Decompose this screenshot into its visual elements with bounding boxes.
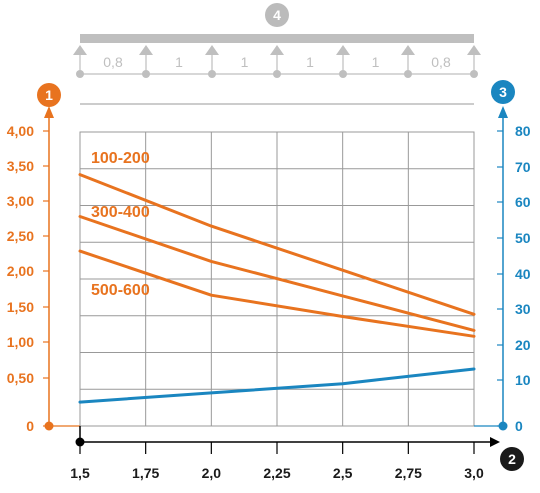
x-tick-label: 2,25 xyxy=(263,465,290,481)
left-tick-label: 0 xyxy=(26,418,34,434)
support-triangle xyxy=(270,45,284,55)
x-tick-label: 2,75 xyxy=(395,465,422,481)
right-axis-arrow xyxy=(498,106,508,118)
span-label: 1 xyxy=(175,54,183,70)
x-tick-label: 1,5 xyxy=(70,465,90,481)
span-label: 1 xyxy=(241,54,249,70)
x-tick-label: 2,0 xyxy=(202,465,222,481)
badge-x-axis xyxy=(500,447,524,471)
series-line-100-200 xyxy=(78,173,476,316)
span-label: 1 xyxy=(372,54,380,70)
span-beam xyxy=(80,34,474,43)
badge-right-axis-label: 3 xyxy=(499,84,507,100)
right-tick-label: 20 xyxy=(515,337,531,353)
support-triangle xyxy=(139,45,153,55)
series-line-500-600 xyxy=(78,249,476,338)
series xyxy=(78,173,476,404)
badge-left-axis-label: 1 xyxy=(45,87,53,103)
axes: 100,501,001,502,002,503,003,504,00301020… xyxy=(7,80,531,481)
right-tick-label: 80 xyxy=(515,123,531,139)
series-label: 100-200 xyxy=(91,150,150,167)
span-label: 1 xyxy=(306,54,314,70)
support-triangle xyxy=(336,45,350,55)
x-tick-label: 1,75 xyxy=(132,465,159,481)
x-tick-label: 3,0 xyxy=(464,465,484,481)
support-triangle xyxy=(467,45,481,55)
right-tick-label: 30 xyxy=(515,301,531,317)
support-triangle xyxy=(205,45,219,55)
left-tick-label: 3,00 xyxy=(7,193,34,209)
right-tick-label: 50 xyxy=(515,230,531,246)
x-axis-arrow xyxy=(490,437,500,447)
badge-x-axis-label: 2 xyxy=(508,451,516,467)
badge-right-axis xyxy=(491,80,515,104)
right-tick-label: 70 xyxy=(515,159,531,175)
right-tick-label: 0 xyxy=(515,418,523,434)
labels: 100-200 300-400 500-600 xyxy=(91,150,150,299)
series-line-right-axis xyxy=(78,367,476,404)
series-label: 500-600 xyxy=(91,282,150,299)
x-tick-label: 2,5 xyxy=(333,465,353,481)
left-tick-label: 1,00 xyxy=(7,334,34,350)
series-line-300-400 xyxy=(78,215,476,332)
span-diagram: 4 0,8 1 1 1 1 0,8 xyxy=(73,3,481,105)
span-label: 0,8 xyxy=(431,54,451,70)
left-tick-label: 4,00 xyxy=(7,123,34,139)
left-axis-arrow xyxy=(44,106,54,118)
series-label: 300-400 xyxy=(91,204,150,221)
left-tick-label: 2,00 xyxy=(7,263,34,279)
right-tick-label: 10 xyxy=(515,372,531,388)
right-tick-label: 60 xyxy=(515,194,531,210)
right-tick-label: 40 xyxy=(515,266,531,282)
span-label: 0,8 xyxy=(103,54,123,70)
left-tick-label: 2,50 xyxy=(7,228,34,244)
badge-left-axis xyxy=(37,83,61,107)
badge-span-label: 4 xyxy=(273,7,281,23)
left-tick-label: 0,50 xyxy=(7,370,34,386)
support-triangle xyxy=(73,45,87,55)
badge-span xyxy=(265,3,289,27)
left-tick-label: 3,50 xyxy=(7,158,34,174)
left-tick-label: 1,50 xyxy=(7,299,34,315)
support-triangle xyxy=(401,45,415,55)
